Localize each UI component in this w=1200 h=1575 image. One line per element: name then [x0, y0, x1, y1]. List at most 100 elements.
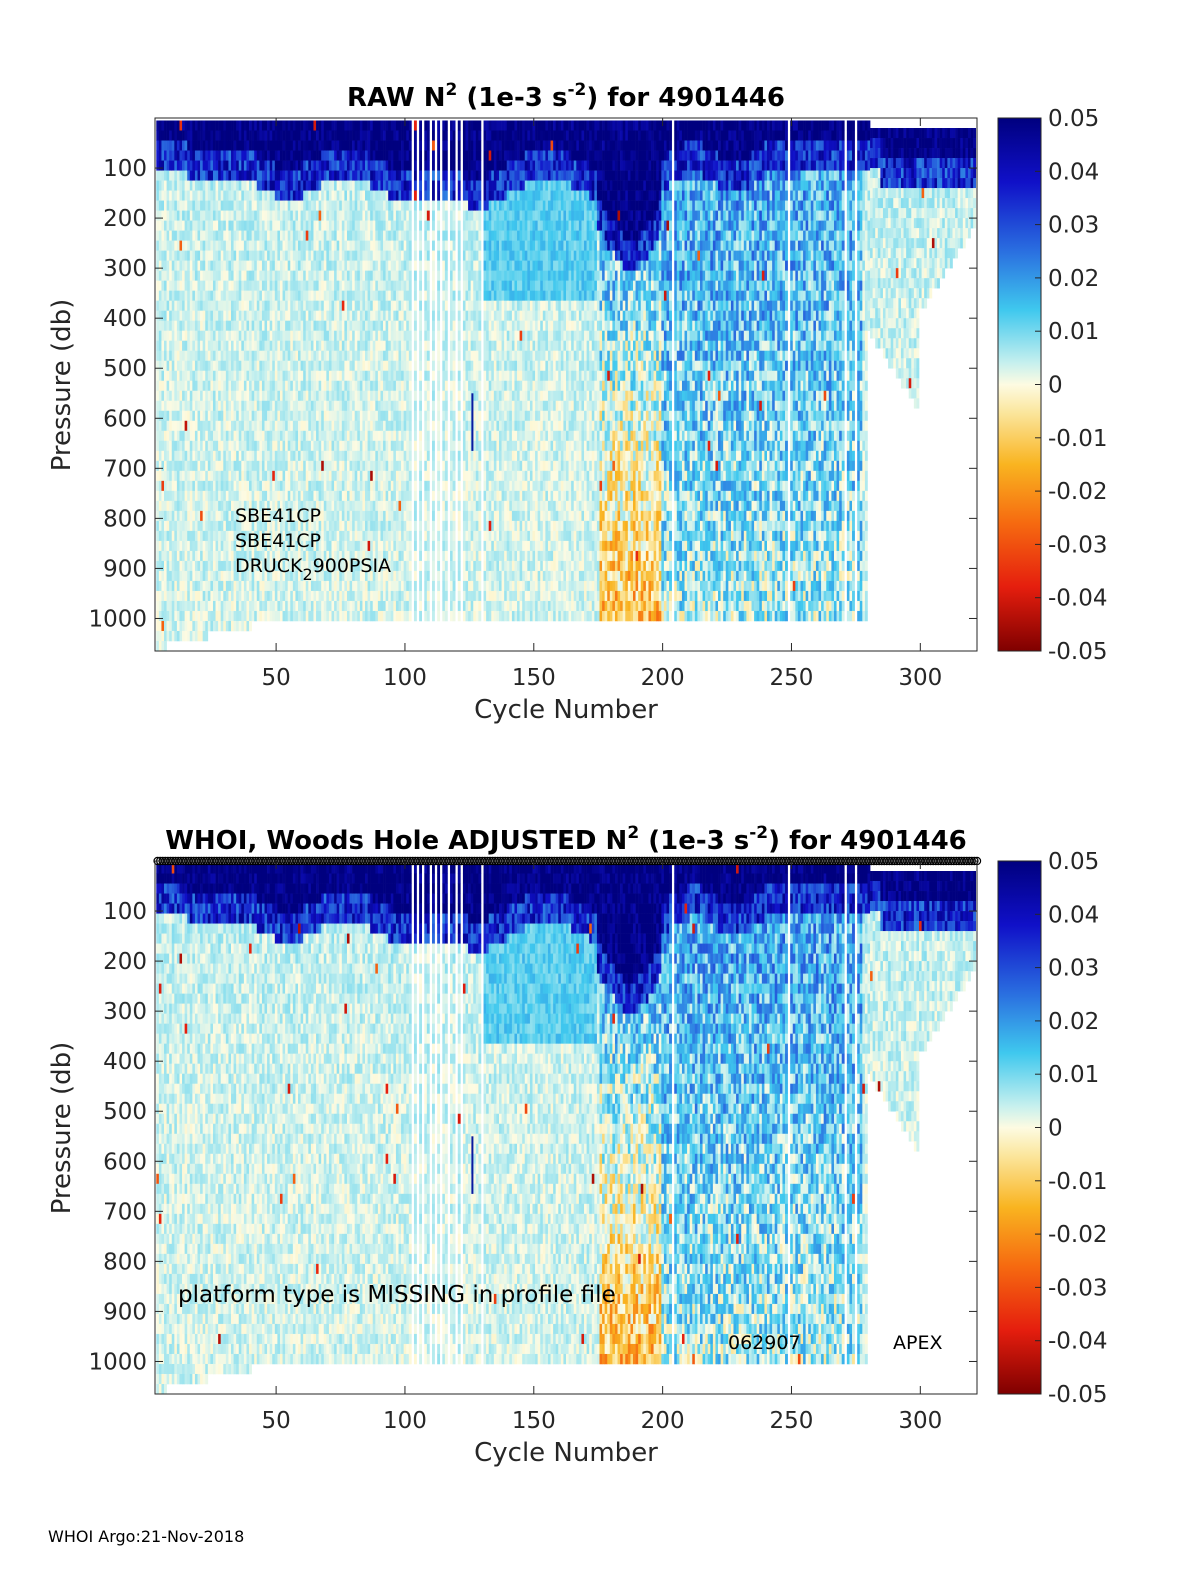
heat-cell — [377, 550, 381, 562]
heat-cell — [164, 190, 167, 201]
heat-cell — [207, 150, 211, 161]
heat-cell — [406, 160, 410, 171]
heat-cell — [279, 410, 283, 422]
heat-cell — [220, 460, 224, 472]
heat-cell — [218, 560, 222, 572]
heat-cell — [401, 470, 404, 482]
heat-cell — [272, 200, 276, 211]
heat-cell — [385, 490, 389, 502]
heat-cell — [269, 250, 273, 261]
heat-cell — [194, 240, 198, 251]
heat-cell — [182, 290, 185, 301]
heat-cell — [243, 610, 247, 622]
heat-cell — [303, 510, 307, 522]
heat-cell — [200, 490, 203, 502]
heat-cell — [303, 320, 307, 331]
heat-cell — [264, 380, 268, 392]
heat-cell — [367, 510, 371, 522]
heat-cell — [285, 540, 289, 552]
heat-cell — [184, 160, 188, 171]
heat-cell — [161, 550, 165, 562]
heat-cell — [344, 570, 348, 582]
heat-cell — [295, 430, 299, 442]
heat-cell — [202, 420, 206, 432]
heat-cell — [259, 560, 263, 572]
heat-cell — [344, 530, 348, 542]
heat-cell — [207, 140, 211, 151]
heat-cell — [200, 440, 203, 452]
heat-cell — [352, 490, 356, 502]
heat-cell — [212, 240, 216, 251]
heat-cell — [161, 420, 165, 432]
heat-cell — [403, 480, 407, 492]
heat-cell — [171, 380, 175, 392]
heat-cell — [274, 340, 278, 352]
heat-cell — [174, 570, 178, 582]
heat-cell — [287, 180, 291, 191]
heat-cell — [354, 420, 358, 432]
heat-cell — [298, 220, 301, 231]
heat-cell — [169, 170, 173, 181]
heat-cell — [318, 440, 322, 452]
heat-cell — [274, 320, 278, 331]
heat-cell — [156, 180, 160, 191]
heat-cell — [164, 250, 167, 261]
heat-cell — [323, 220, 327, 231]
heat-cell — [359, 120, 363, 131]
heat-cell — [377, 300, 381, 311]
heat-cell — [318, 150, 322, 161]
heat-cell — [308, 440, 312, 452]
heat-cell — [166, 330, 170, 342]
heat-cell — [298, 430, 301, 442]
heat-cell — [308, 430, 312, 442]
heat-cell — [393, 370, 397, 382]
heat-cell — [380, 470, 384, 482]
heat-cell — [269, 270, 273, 281]
heat-cell — [207, 190, 211, 201]
heat-cell — [365, 440, 368, 452]
heat-cell — [231, 290, 234, 301]
heat-cell — [323, 590, 327, 602]
heat-cell — [370, 220, 374, 231]
heat-cell — [169, 330, 173, 342]
heat-cell — [344, 210, 348, 221]
heat-cell — [279, 300, 283, 311]
heat-cell — [233, 200, 237, 211]
heat-cell — [344, 350, 348, 362]
heat-cell — [298, 240, 301, 251]
heat-cell — [321, 540, 325, 552]
heat-cell — [285, 320, 289, 331]
heat-cell — [313, 370, 317, 382]
heat-cell — [251, 290, 255, 301]
heat-cell — [300, 340, 304, 352]
heat-cell — [303, 450, 307, 462]
heat-cell — [352, 370, 356, 382]
heat-cell — [282, 570, 286, 582]
heat-cell — [225, 340, 229, 352]
heat-cell — [295, 600, 299, 612]
heat-cell — [254, 240, 258, 251]
heat-cell — [334, 290, 337, 301]
heat-cell — [285, 610, 289, 622]
heat-cell — [256, 610, 260, 622]
heat-cell — [184, 400, 188, 412]
heat-cell — [223, 440, 227, 452]
heat-cell — [187, 270, 191, 281]
heat-cell — [308, 300, 312, 311]
heat-cell — [305, 530, 309, 542]
heat-cell — [171, 430, 175, 442]
heat-cell — [346, 310, 350, 321]
heat-cell — [205, 440, 209, 452]
heat-cell — [346, 180, 350, 191]
heat-cell — [375, 340, 379, 352]
heat-cell — [267, 590, 270, 602]
heat-cell — [179, 220, 183, 231]
heat-cell — [310, 560, 314, 572]
heat-cell — [403, 420, 407, 432]
heat-cell — [365, 340, 368, 352]
heat-cell — [158, 190, 162, 201]
heat-cell — [182, 580, 185, 592]
heat-cell — [223, 530, 227, 542]
heat-cell — [233, 150, 237, 161]
heat-cell — [365, 560, 368, 572]
